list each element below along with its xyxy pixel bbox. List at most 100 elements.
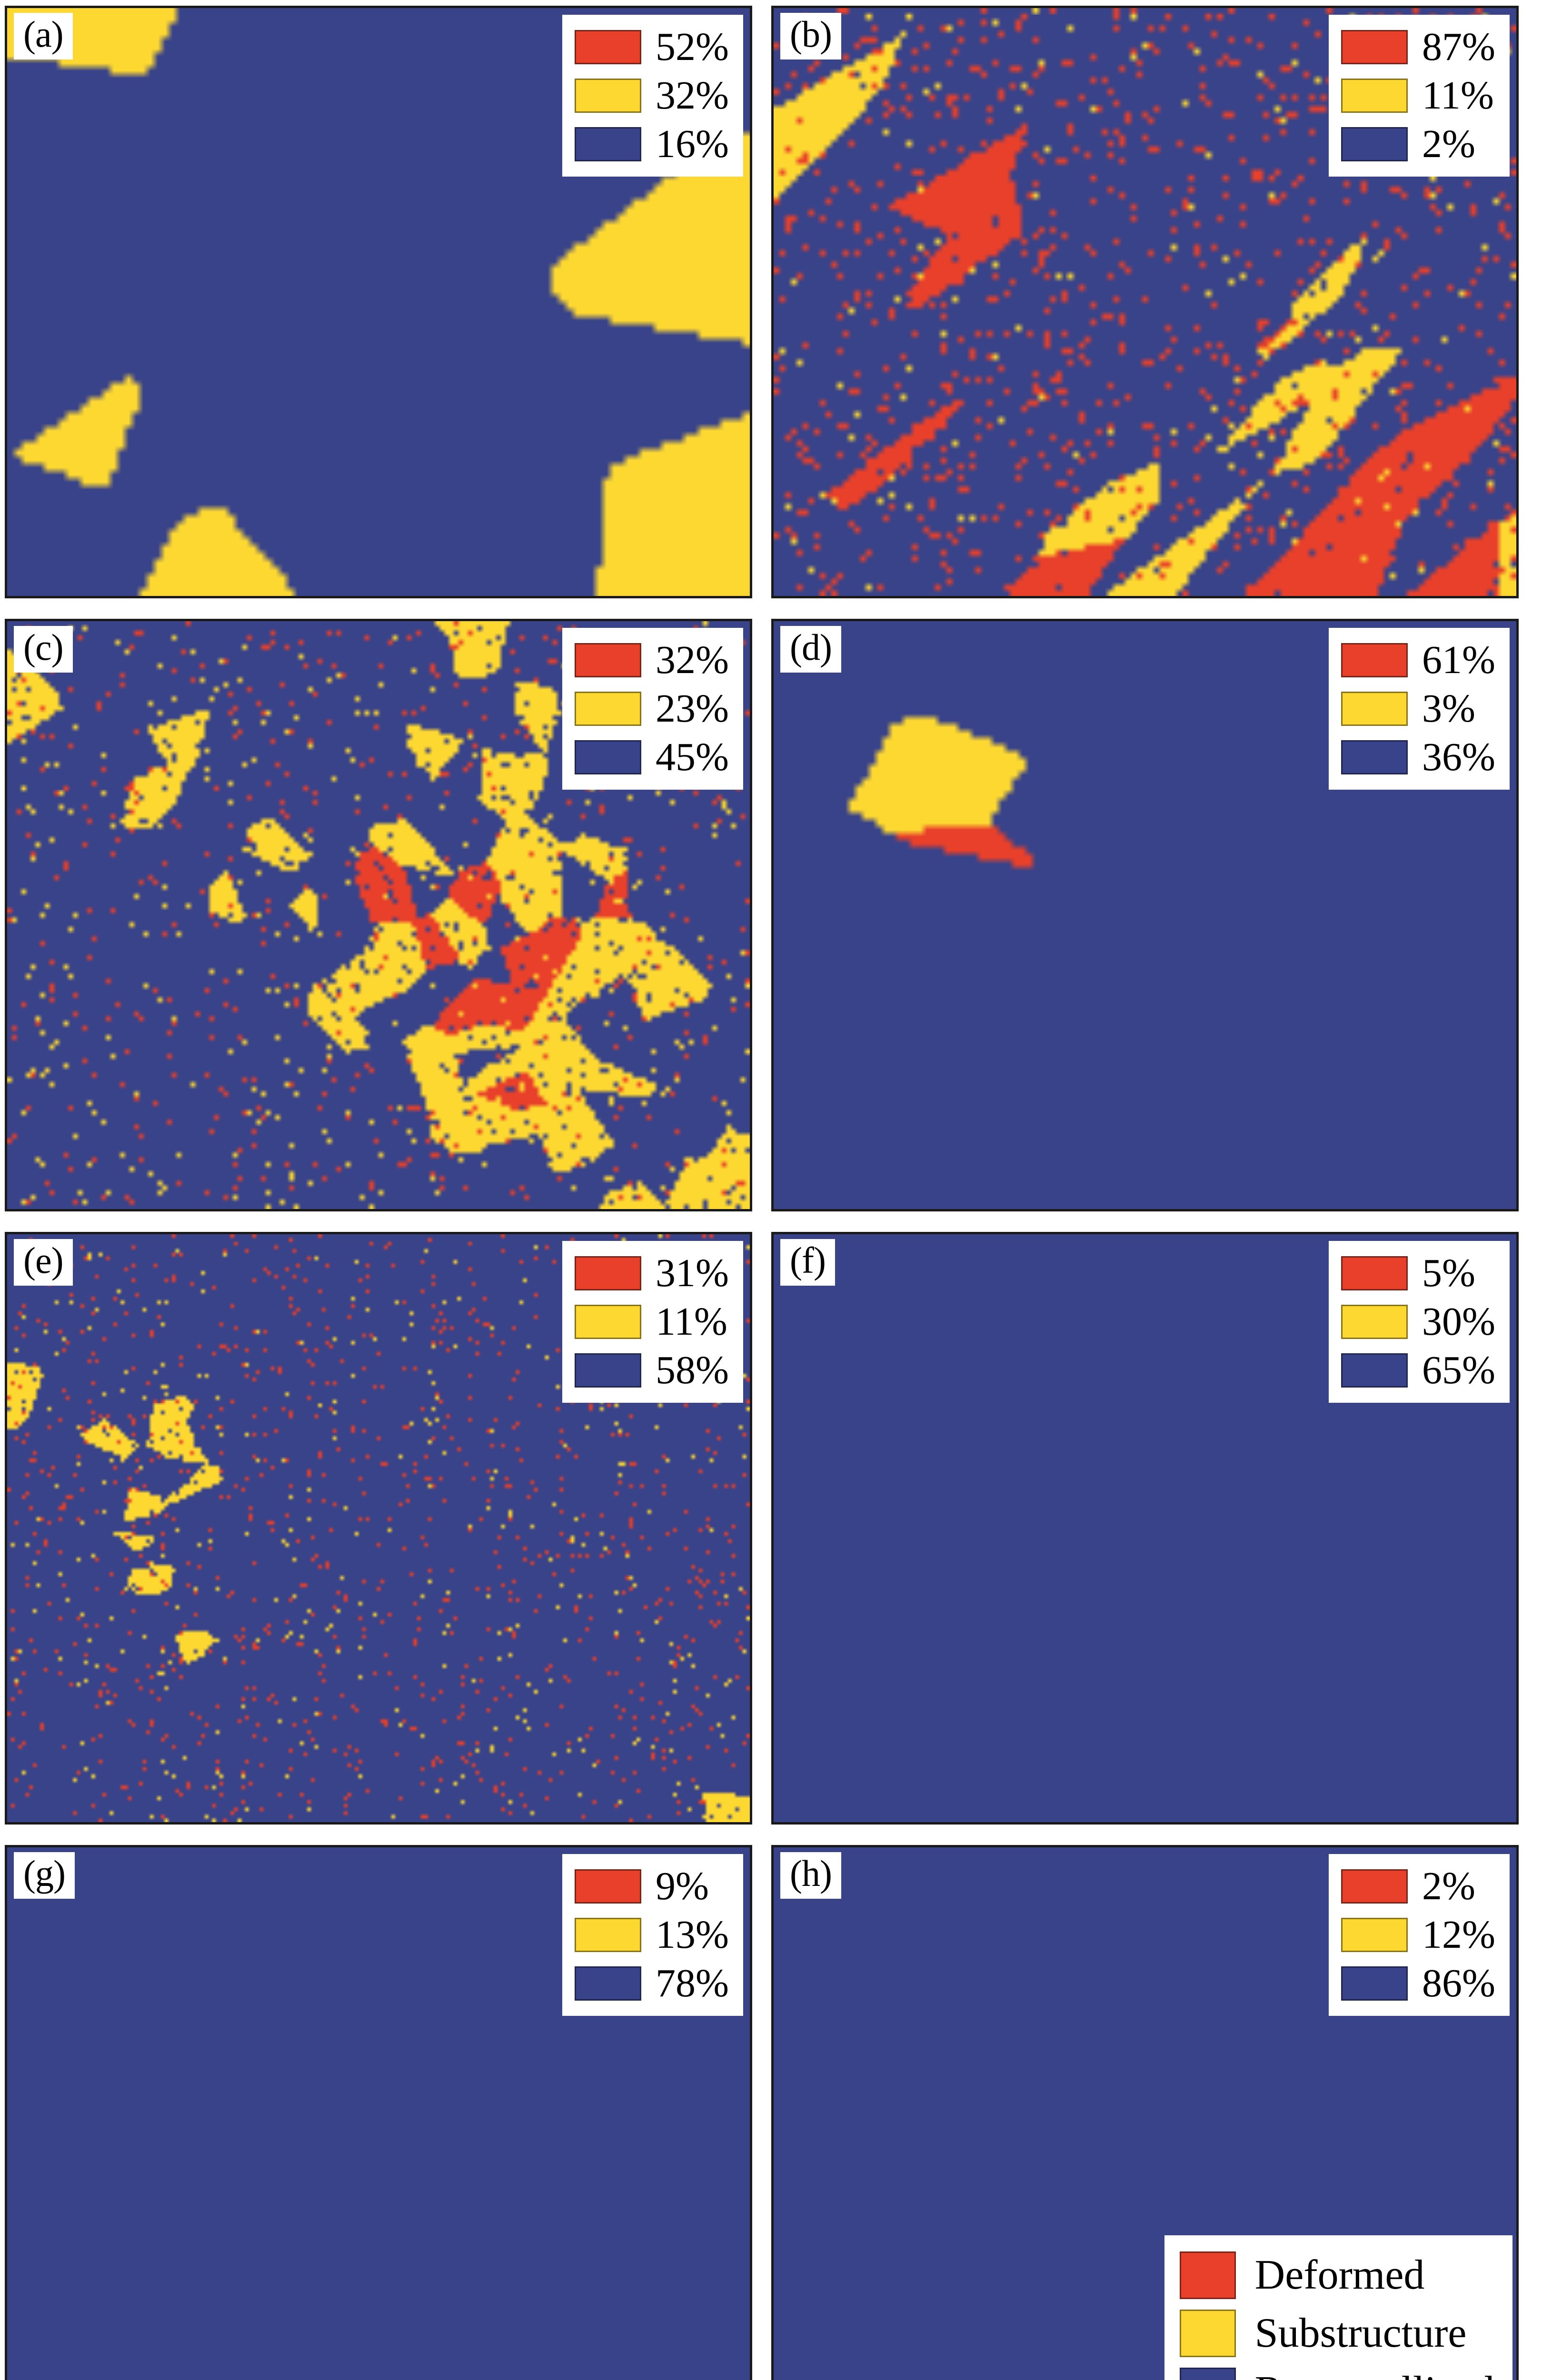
- fraction-value-deformed: 61%: [1422, 638, 1495, 682]
- fraction-value-deformed: 31%: [656, 1251, 729, 1295]
- legend-row-recrystallized: 78%: [575, 1964, 729, 2003]
- swatch-recrystallized-icon: [1341, 740, 1408, 774]
- fraction-value-substructure: 11%: [656, 1299, 727, 1344]
- fraction-value-recrystallized: 2%: [1422, 122, 1475, 166]
- swatch-substructure-icon: [1179, 2310, 1236, 2357]
- legend-row-deformed: 5%: [1341, 1253, 1495, 1293]
- panel-b: (b) 87% 11% 2%: [771, 6, 1519, 598]
- fraction-legend-a: 52% 32% 16%: [562, 15, 743, 177]
- panel-label-e: (e): [14, 1239, 73, 1286]
- swatch-substructure-icon: [1341, 79, 1408, 113]
- legend-row-recrystallized: 58%: [575, 1350, 729, 1390]
- swatch-recrystallized-icon: [1341, 1966, 1408, 2001]
- panel-e: (e) 31% 11% 58%: [5, 1232, 752, 1825]
- swatch-substructure-icon: [575, 1305, 642, 1339]
- fraction-value-deformed: 87%: [1422, 25, 1495, 69]
- fraction-legend-e: 31% 11% 58%: [562, 1241, 743, 1403]
- swatch-recrystallized-icon: [575, 1966, 642, 2001]
- fraction-legend-b: 87% 11% 2%: [1329, 15, 1510, 177]
- fraction-legend-f: 5% 30% 65%: [1329, 1241, 1510, 1403]
- panel-label-a: (a): [14, 13, 73, 60]
- fraction-value-substructure: 32%: [656, 73, 729, 118]
- fraction-value-substructure: 30%: [1422, 1299, 1495, 1344]
- fraction-legend-g: 9% 13% 78%: [562, 1854, 743, 2016]
- legend-row-substructure: 13%: [575, 1915, 729, 1955]
- legend-row-recrystallized: 65%: [1341, 1350, 1495, 1390]
- category-legend-row-deformed: Deformed: [1179, 2251, 1494, 2299]
- fraction-value-deformed: 5%: [1422, 1251, 1475, 1295]
- swatch-deformed-icon: [575, 643, 642, 677]
- category-label-substructure: Substructure: [1254, 2310, 1467, 2356]
- swatch-recrystallized-icon: [575, 740, 642, 774]
- fraction-value-recrystallized: 78%: [656, 1961, 729, 2005]
- legend-row-substructure: 12%: [1341, 1915, 1495, 1955]
- panel-label-d: (d): [780, 626, 841, 673]
- legend-row-substructure: 32%: [575, 76, 729, 116]
- legend-row-deformed: 87%: [1341, 27, 1495, 67]
- swatch-deformed-icon: [1341, 643, 1408, 677]
- fraction-value-recrystallized: 16%: [656, 122, 729, 166]
- fraction-legend-d: 61% 3% 36%: [1329, 628, 1510, 790]
- fraction-value-deformed: 9%: [656, 1864, 709, 1908]
- legend-row-deformed: 52%: [575, 27, 729, 67]
- legend-row-recrystallized: 86%: [1341, 1964, 1495, 2003]
- fraction-value-deformed: 2%: [1422, 1864, 1475, 1908]
- swatch-deformed-icon: [575, 1869, 642, 1904]
- legend-row-recrystallized: 36%: [1341, 737, 1495, 777]
- panel-a: (a) 52% 32% 16%: [5, 6, 752, 598]
- swatch-recrystallized-icon: [1341, 127, 1408, 161]
- category-legend-row-substructure: Substructure: [1179, 2310, 1494, 2357]
- swatch-substructure-icon: [1341, 1305, 1408, 1339]
- legend-row-deformed: 31%: [575, 1253, 729, 1293]
- swatch-substructure-icon: [575, 1918, 642, 1952]
- category-legend: Deformed Substructure Recrystallized: [1164, 2235, 1512, 2380]
- fraction-value-recrystallized: 45%: [656, 735, 729, 779]
- swatch-substructure-icon: [575, 692, 642, 726]
- fraction-value-recrystallized: 36%: [1422, 735, 1495, 779]
- legend-row-substructure: 11%: [1341, 76, 1495, 116]
- fraction-value-deformed: 32%: [656, 638, 729, 682]
- legend-row-deformed: 61%: [1341, 640, 1495, 680]
- panel-f: (f) 5% 30% 65%: [771, 1232, 1519, 1825]
- swatch-deformed-icon: [1341, 1256, 1408, 1290]
- fraction-value-substructure: 11%: [1422, 73, 1494, 118]
- legend-row-substructure: 23%: [575, 689, 729, 729]
- swatch-deformed-icon: [575, 1256, 642, 1290]
- category-legend-row-recrystallized: Recrystallized: [1179, 2368, 1494, 2380]
- swatch-recrystallized-icon: [575, 127, 642, 161]
- panel-d: (d) 61% 3% 36%: [771, 619, 1519, 1211]
- swatch-deformed-icon: [1341, 1869, 1408, 1904]
- fraction-value-recrystallized: 86%: [1422, 1961, 1495, 2005]
- swatch-deformed-icon: [1179, 2251, 1236, 2299]
- fraction-value-substructure: 12%: [1422, 1913, 1495, 1957]
- fraction-legend-h: 2% 12% 86%: [1329, 1854, 1510, 2016]
- panel-label-g: (g): [14, 1852, 75, 1899]
- fraction-value-substructure: 13%: [656, 1913, 729, 1957]
- fraction-value-recrystallized: 58%: [656, 1348, 729, 1392]
- swatch-recrystallized-icon: [1179, 2368, 1236, 2380]
- swatch-recrystallized-icon: [1341, 1353, 1408, 1388]
- legend-row-substructure: 30%: [1341, 1302, 1495, 1342]
- category-label-recrystallized: Recrystallized: [1255, 2370, 1494, 2380]
- panel-h: (h) 2% 12%86% Deformed Substructure Recrystal…: [771, 1845, 1519, 2380]
- category-label-deformed: Deformed: [1254, 2252, 1425, 2298]
- legend-row-recrystallized: 16%: [575, 124, 729, 164]
- swatch-substructure-icon: [575, 79, 642, 113]
- legend-row-deformed: 2%: [1341, 1866, 1495, 1906]
- panel-label-b: (b): [780, 13, 841, 60]
- legend-row-deformed: 9%: [575, 1866, 729, 1906]
- swatch-deformed-icon: [1341, 30, 1408, 64]
- swatch-substructure-icon: [1341, 1918, 1408, 1952]
- swatch-substructure-icon: [1341, 692, 1408, 726]
- fraction-legend-c: 32% 23% 45%: [562, 628, 743, 790]
- fraction-value-substructure: 3%: [1422, 686, 1475, 731]
- panel-label-h: (h): [780, 1852, 841, 1899]
- legend-row-recrystallized: 2%: [1341, 124, 1495, 164]
- legend-row-deformed: 32%: [575, 640, 729, 680]
- panel-label-c: (c): [14, 626, 73, 673]
- swatch-recrystallized-icon: [575, 1353, 642, 1388]
- swatch-deformed-icon: [575, 30, 642, 64]
- legend-row-recrystallized: 45%: [575, 737, 729, 777]
- fraction-value-substructure: 23%: [656, 686, 729, 731]
